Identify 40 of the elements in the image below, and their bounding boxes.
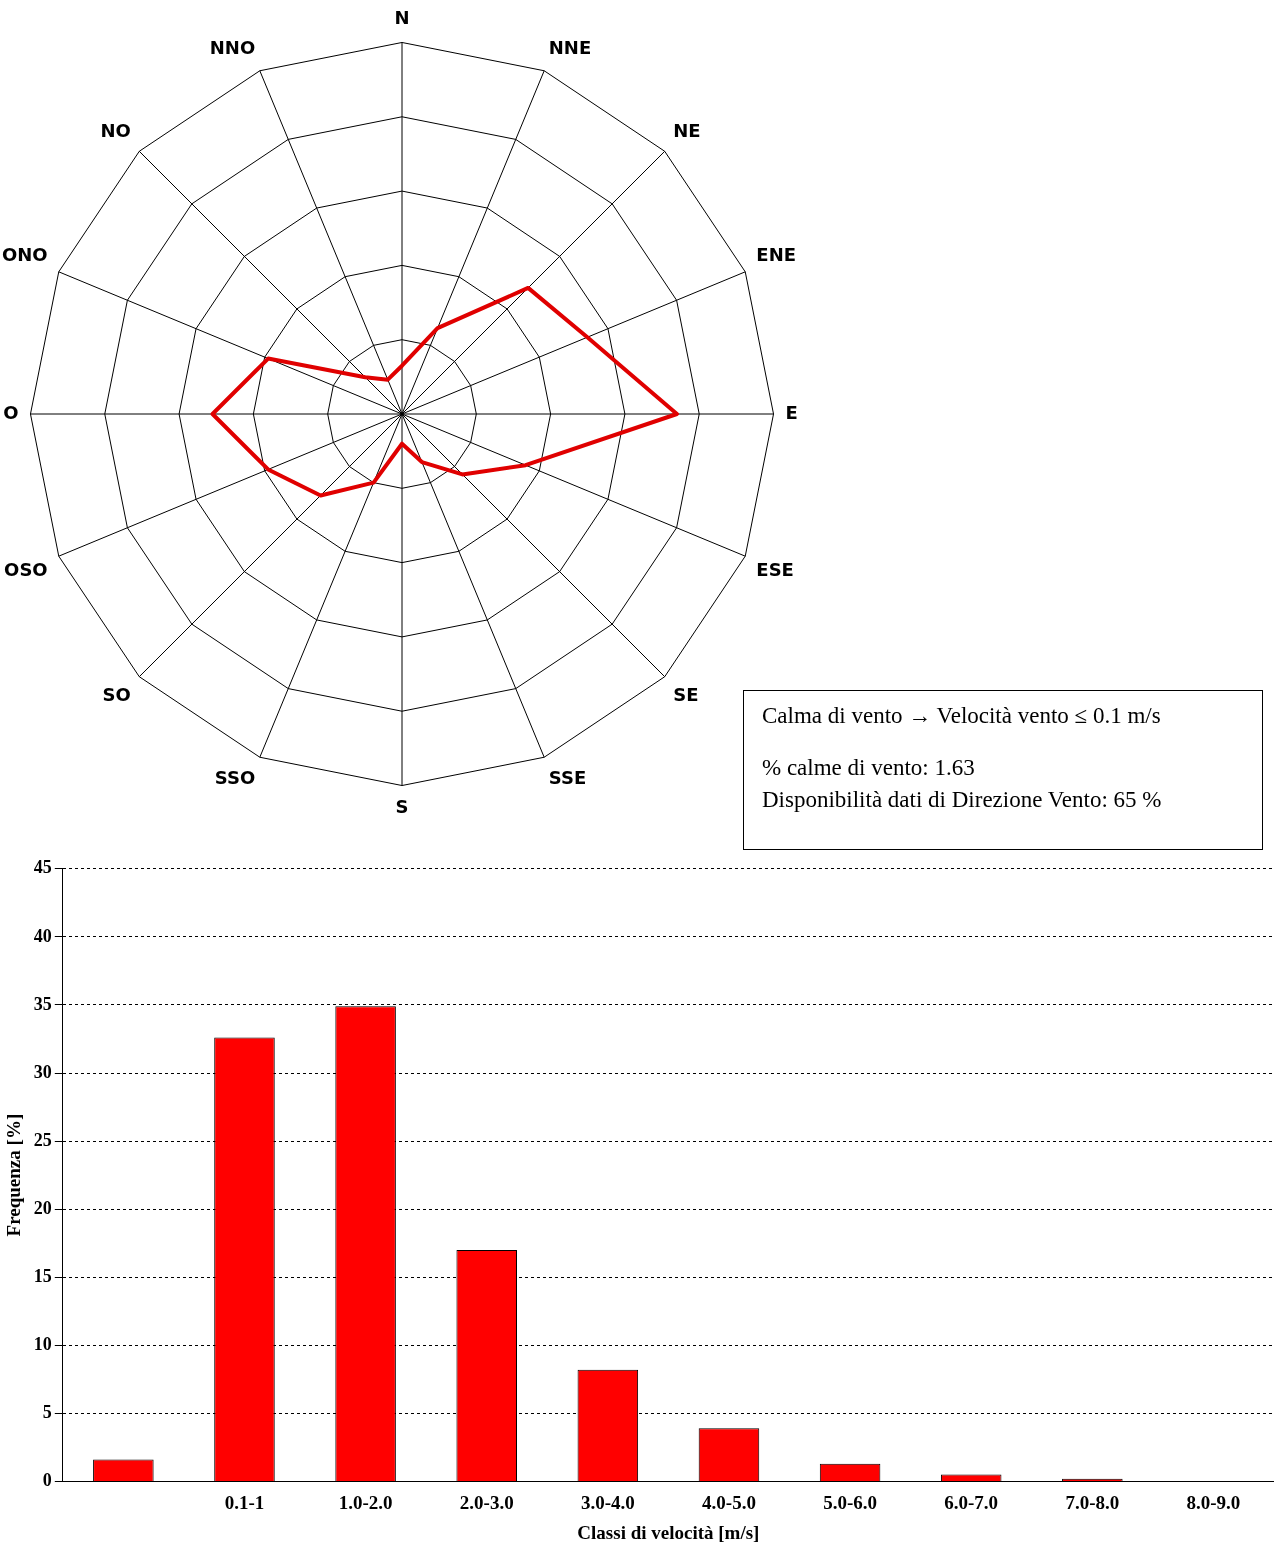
spoke-label: NO xyxy=(100,119,131,141)
y-tick-label: 35 xyxy=(33,993,52,1014)
y-tick-label: 15 xyxy=(33,1265,52,1286)
y-tick-label: 5 xyxy=(42,1401,52,1422)
x-tick-label: 4.0-5.0 xyxy=(702,1491,756,1513)
x-tick-label: 7.0-8.0 xyxy=(1065,1491,1120,1513)
spoke-label: ENE xyxy=(756,244,796,266)
spoke-label: SSE xyxy=(548,766,587,788)
y-tick-label: 40 xyxy=(33,925,52,946)
x-tick-label: 3.0-4.0 xyxy=(580,1491,635,1513)
spoke-label: S xyxy=(395,796,409,817)
spoke-label: NNE xyxy=(548,36,592,58)
spoke-label: N xyxy=(394,7,410,29)
spoke-label: SSO xyxy=(214,766,256,788)
x-tick-label: 8.0-9.0 xyxy=(1186,1491,1241,1513)
y-tick-label: 25 xyxy=(33,1129,52,1150)
x-tick-label: 6.0-7.0 xyxy=(944,1491,999,1513)
spoke-label: NE xyxy=(673,119,701,141)
x-tick-label: 0.1-1 xyxy=(224,1491,265,1513)
text: Disponibilità dati di Direzione Vento: 65 % xyxy=(762,787,1163,813)
x-tick-label: 1.0-2.0 xyxy=(338,1491,393,1513)
y-tick-label: 20 xyxy=(33,1197,52,1218)
spoke-label: ONO xyxy=(2,244,48,266)
y-tick-label: 30 xyxy=(33,1061,52,1082)
x-tick-label: 5.0-6.0 xyxy=(823,1491,877,1513)
spoke-label: NNO xyxy=(209,36,256,58)
text: Calma di vento → Velocità vento ≤ 0.1 m/s xyxy=(762,703,1162,729)
text: % calme di vento: 1.63 xyxy=(762,755,976,781)
spoke-label: SE xyxy=(673,683,699,705)
spoke-label: E xyxy=(785,401,798,423)
y-tick-label: 0 xyxy=(42,1470,52,1491)
spoke-label: ESE xyxy=(756,559,794,581)
y-tick-label: 45 xyxy=(33,857,52,878)
y-tick-label: 10 xyxy=(33,1333,52,1354)
spoke-label: SO xyxy=(102,683,131,705)
spoke-label: OSO xyxy=(4,559,48,581)
x-tick-label: 2.0-3.0 xyxy=(459,1491,514,1513)
y-axis-title: Frequenza [%] xyxy=(3,1113,25,1237)
x-axis-title: Classi di velocità [m/s] xyxy=(577,1521,760,1543)
spoke-label: O xyxy=(3,401,19,423)
